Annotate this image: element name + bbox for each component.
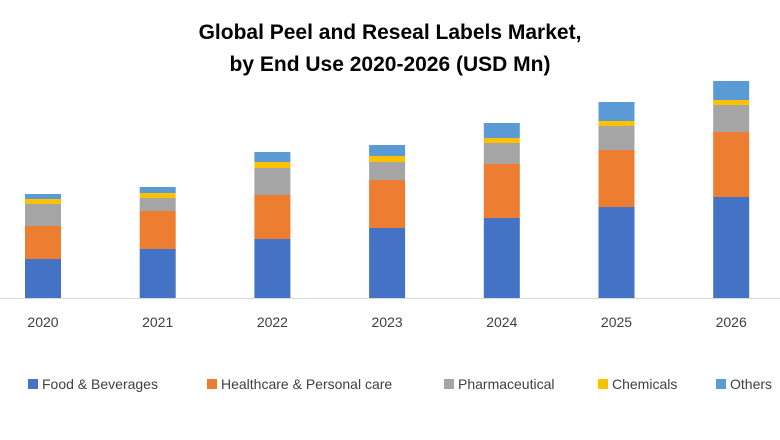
bar-2021-series-0	[139, 249, 176, 298]
bar-2020-series-0	[25, 259, 61, 298]
legend-swatch	[598, 379, 608, 389]
legend-swatch	[444, 379, 454, 389]
bar-2021-series-2	[139, 198, 176, 211]
bar-2023-series-3	[369, 156, 406, 162]
legend-label: Food & Beverages	[42, 376, 158, 392]
x-tick-label: 2023	[372, 314, 403, 330]
bar-2020-series-2	[25, 204, 61, 226]
chart-title-line2: by End Use 2020-2026 (USD Mn)	[229, 53, 551, 76]
bar-2024-series-0	[483, 218, 520, 298]
legend-swatch	[207, 379, 217, 389]
x-tick-label: 2022	[257, 314, 288, 330]
bar-2021-series-3	[139, 193, 176, 198]
bar-2020-series-3	[25, 199, 61, 204]
bar-2025-series-0	[598, 207, 635, 298]
bar-2022-series-3	[254, 162, 291, 168]
x-tick-label: 2026	[716, 314, 747, 330]
bar-2026-series-4	[713, 81, 750, 100]
x-tick-label: 2024	[486, 314, 517, 330]
bar-2021-series-4	[139, 187, 176, 193]
bar-2022-series-1	[254, 195, 291, 239]
bar-2024-series-2	[483, 143, 520, 164]
bar-2026-series-1	[713, 132, 750, 197]
bar-2020-series-4	[25, 194, 61, 199]
bar-2024-series-3	[483, 138, 520, 143]
legend-swatch	[716, 379, 726, 389]
bar-2026-series-0	[713, 197, 750, 298]
bar-2022-series-0	[254, 239, 291, 298]
x-tick-label: 2020	[27, 314, 58, 330]
bar-2025-series-4	[598, 102, 635, 121]
x-tick-label: 2025	[601, 314, 632, 330]
legend-label: Healthcare & Personal care	[221, 376, 392, 392]
bar-2021-series-1	[139, 211, 176, 249]
bar-2024-series-4	[483, 123, 520, 138]
bar-2024-series-1	[483, 164, 520, 218]
legend-label: Pharmaceutical	[458, 376, 555, 392]
bar-2023-series-1	[369, 180, 406, 228]
bar-2023-series-4	[369, 145, 406, 156]
bar-2023-series-2	[369, 162, 406, 180]
bar-2023-series-0	[369, 228, 406, 298]
x-tick-label: 2021	[142, 314, 173, 330]
bar-2022-series-4	[254, 152, 291, 162]
bar-2026-series-3	[713, 100, 750, 105]
chart-title-line1: Global Peel and Reseal Labels Market,	[198, 21, 582, 44]
bar-2025-series-1	[598, 150, 635, 207]
legend-swatch	[28, 379, 38, 389]
bar-2022-series-2	[254, 168, 291, 195]
bar-2025-series-3	[598, 121, 635, 126]
bar-2020-series-1	[25, 226, 61, 259]
legend-label: Chemicals	[612, 376, 677, 392]
legend-label: Others	[730, 376, 772, 392]
bar-2025-series-2	[598, 126, 635, 150]
bar-2026-series-2	[713, 105, 750, 132]
